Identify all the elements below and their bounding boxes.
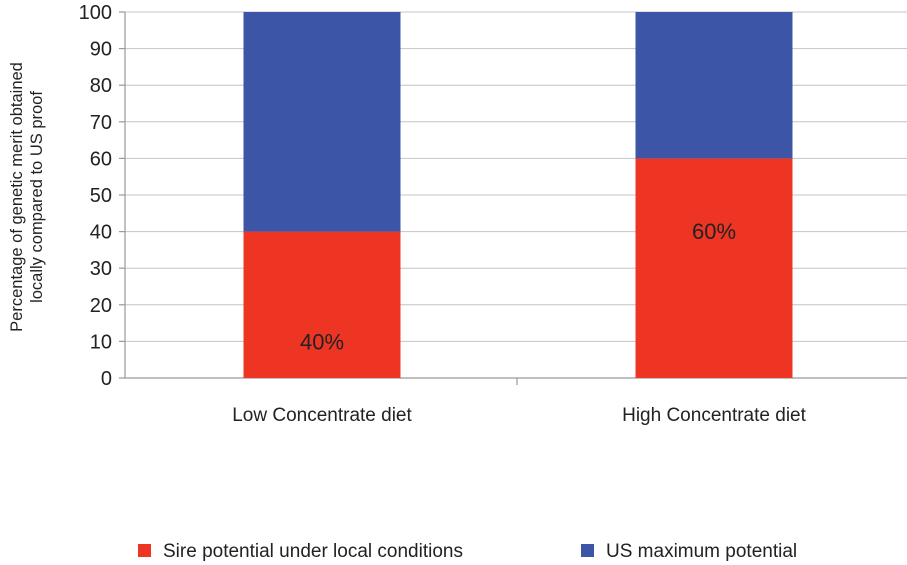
legend-label: Sire potential under local conditions — [163, 541, 463, 562]
legend-item-us-maximum: US maximum potential — [581, 541, 797, 562]
bars — [243, 12, 793, 378]
legend: Sire potential under local conditions US … — [138, 541, 797, 562]
legend-item-sire-local: Sire potential under local conditions — [138, 541, 463, 562]
x-category-label: High Concentrate diet — [622, 405, 806, 426]
y-tick-label: 20 — [90, 295, 112, 317]
legend-swatch — [581, 544, 594, 557]
y-tick-label: 50 — [90, 185, 112, 207]
bar-segment-sire-local-0 — [243, 231, 401, 378]
y-tick-label: 40 — [90, 222, 112, 244]
bar-segment-us-maximum-0 — [243, 12, 401, 232]
y-tick-label: 30 — [90, 258, 112, 280]
y-tick-label: 80 — [90, 75, 112, 97]
y-tick-label: 0 — [101, 368, 112, 390]
y-axis-ticks: 0 10 20 30 40 50 60 70 80 90 100 — [79, 2, 125, 390]
legend-label: US maximum potential — [606, 541, 797, 562]
y-axis-title-line-1: Percentage of genetic merit obtained — [8, 62, 26, 332]
bar-segment-us-maximum-1 — [635, 12, 793, 159]
y-tick-label: 70 — [90, 112, 112, 134]
y-tick-label: 90 — [90, 39, 112, 61]
x-category-label: Low Concentrate diet — [232, 405, 412, 426]
data-labels: 40% 60% — [300, 219, 736, 355]
x-axis-category-labels: Low Concentrate diet High Concentrate die… — [232, 405, 806, 426]
legend-swatch — [138, 544, 151, 557]
y-tick-label: 100 — [79, 2, 112, 24]
y-axis-title-line-2: locally compared to US proof — [28, 91, 46, 303]
data-label: 60% — [692, 219, 736, 244]
bar-segment-sire-local-1 — [635, 158, 793, 378]
y-tick-label: 10 — [90, 331, 112, 353]
data-label: 40% — [300, 329, 344, 354]
y-tick-label: 60 — [90, 148, 112, 170]
